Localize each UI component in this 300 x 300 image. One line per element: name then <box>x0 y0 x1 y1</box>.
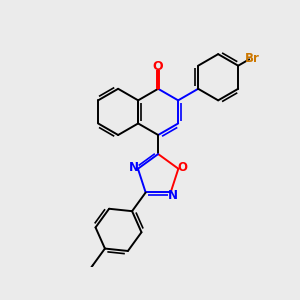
Text: Br: Br <box>245 52 260 65</box>
Text: O: O <box>153 60 164 73</box>
Text: N: N <box>168 189 178 202</box>
Text: O: O <box>177 161 187 174</box>
Text: N: N <box>129 161 139 174</box>
